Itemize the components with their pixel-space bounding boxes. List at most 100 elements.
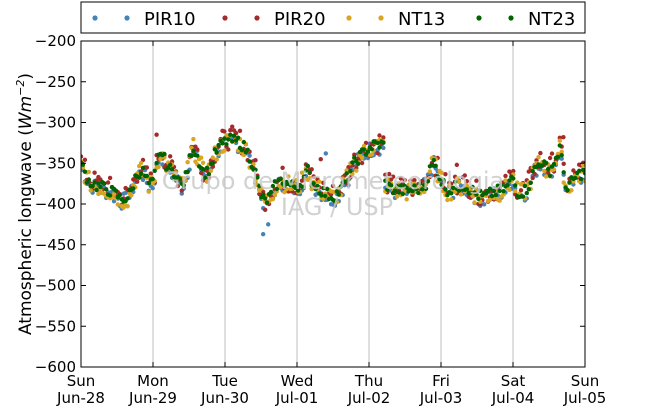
point-nt13 [199,155,204,160]
point-pir20 [144,165,150,170]
point-nt23 [577,168,582,173]
point-nt23 [295,188,301,193]
point-pir20 [206,175,212,181]
point-nt13 [559,149,564,154]
x-tick-label-date: Jul-05 [563,389,607,407]
point-nt23 [346,177,351,182]
point-nt13 [582,178,585,184]
point-nt13 [404,197,409,202]
point-nt13 [503,178,508,183]
x-tick-label-date: Jul-02 [347,389,391,407]
point-pir20 [280,165,285,170]
point-nt23 [361,147,367,152]
point-nt23 [478,188,483,193]
point-pir10-outlier [266,222,271,227]
point-nt23 [191,148,196,153]
point-nt13 [309,186,314,192]
y-axis-label-close: ) [16,73,36,80]
point-nt23 [385,187,390,192]
legend-marker-nt13-1 [346,15,352,21]
point-nt23 [152,168,157,173]
point-nt23 [565,188,570,193]
point-pir20 [195,147,200,152]
legend: PIR10 PIR20 NT13 NT23 [80,1,586,34]
point-pir20 [135,179,140,184]
point-nt13 [299,170,305,175]
point-nt23 [396,190,402,195]
point-nt13 [185,160,190,165]
point-nt13 [173,170,179,175]
point-nt23 [138,171,144,176]
y-axis-label-exponent: −2 [14,80,27,96]
point-nt23 [171,174,177,179]
legend-label-nt13: NT13 [398,9,445,30]
point-pir20 [377,133,382,138]
point-nt23 [499,182,504,187]
y-tick-label: −550 [35,317,76,335]
legend-item-nt13: NT13 [346,9,445,30]
legend-label-pir20: PIR20 [274,9,326,30]
point-nt23 [468,190,473,195]
point-nt13 [278,184,283,190]
point-nt13 [427,169,433,174]
point-nt23 [315,183,320,189]
point-nt23 [544,160,549,166]
point-nt23 [416,190,421,196]
point-nt23 [431,157,436,163]
point-nt23 [495,183,500,188]
point-pir20 [383,172,388,177]
point-pir10 [140,177,146,183]
point-nt23 [305,163,310,169]
legend-label-nt23: NT23 [528,9,575,30]
point-nt23 [204,165,210,170]
point-nt23 [102,181,107,186]
point-pir20 [105,180,111,185]
legend-marker-pir10-1 [92,15,98,21]
point-nt23 [117,192,123,198]
point-pir20 [511,168,516,174]
point-nt13 [501,192,506,197]
point-nt23 [113,188,119,193]
y-tick-label: −200 [35,32,76,50]
x-tick-label-date: Jun-29 [128,389,177,407]
point-nt23 [381,140,386,145]
point-pir20 [538,150,543,156]
point-pir20 [443,172,448,177]
point-nt23 [493,192,498,198]
point-pir20 [359,160,365,166]
point-nt23 [394,184,400,189]
legend-item-pir20: PIR20 [222,9,326,30]
point-nt23 [301,174,307,179]
point-nt23 [222,136,227,141]
point-nt13 [208,168,214,173]
point-nt13 [272,192,277,197]
point-nt23 [299,184,305,189]
watermark-line-1: Grupo de Micrometeorologia [162,167,504,195]
point-nt23 [336,192,341,197]
point-nt23 [573,175,578,181]
point-nt23 [274,186,279,192]
point-pir20-outlier [318,156,323,162]
point-pir20 [561,161,566,166]
point-nt23 [474,192,479,197]
point-nt23 [90,183,95,189]
point-nt23 [228,132,233,137]
point-nt13 [158,156,163,162]
point-nt23 [524,190,529,196]
point-nt13 [454,176,460,181]
point-nt23 [303,168,309,173]
point-nt23 [288,182,293,187]
point-pir20 [230,124,235,129]
legend-marker-nt13-2 [378,15,384,21]
point-nt23 [526,187,531,192]
point-pir20 [330,183,336,189]
legend-item-nt23: NT23 [476,9,575,30]
point-nt13 [513,188,518,194]
point-nt23 [404,185,409,190]
point-nt13 [200,160,206,165]
point-nt23 [264,200,270,205]
x-axis: SunJun-28MonJun-29TueJun-30WedJul-01ThuJ… [56,41,606,407]
point-pir20 [82,157,88,162]
point-nt23 [433,163,438,168]
x-tick-label-day: Fri [432,372,450,390]
